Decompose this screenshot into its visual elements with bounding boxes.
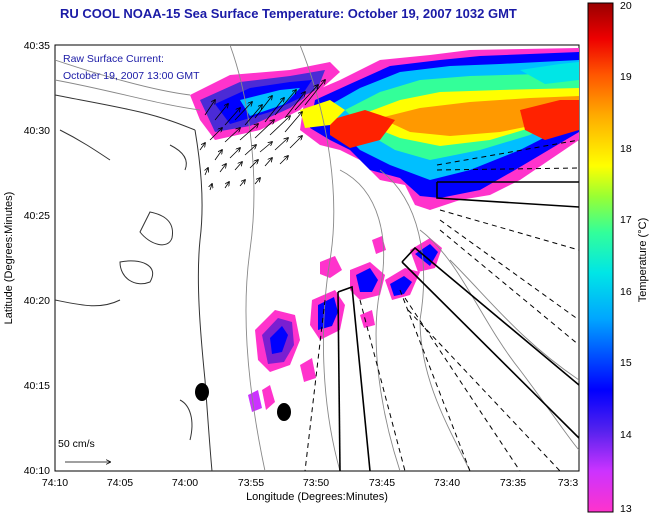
coastline <box>55 94 213 471</box>
y-ticks: 40:35 40:30 40:25 40:20 40:15 40:10 <box>24 40 50 477</box>
colorbar-tick-label: 17 <box>620 214 632 226</box>
map-title: RU COOL NOAA-15 Sea Surface Temperature:… <box>60 6 517 21</box>
colorbar-tick-label: 14 <box>620 429 632 441</box>
x-tick-label: 73:35 <box>500 477 526 489</box>
x-tick-label: 74:10 <box>42 477 68 489</box>
colorbar <box>587 2 614 513</box>
x-axis-label: Longitude (Degrees:Minutes) <box>246 491 388 503</box>
coverage-lines-dashed <box>304 139 579 471</box>
y-tick-label: 40:25 <box>24 210 50 222</box>
station-marker <box>277 403 291 421</box>
station-marker <box>195 383 209 401</box>
y-tick-label: 40:35 <box>24 40 50 52</box>
colorbar-tick-label: 13 <box>620 503 632 515</box>
colorbar-tick-label: 19 <box>620 71 632 83</box>
annotation-line1: Raw Surface Current: <box>63 53 164 65</box>
y-tick-label: 40:15 <box>24 380 50 392</box>
x-tick-label: 73:55 <box>238 477 264 489</box>
coverage-lines-solid <box>337 181 579 471</box>
colorbar-label: Temperature (°C) <box>637 218 649 302</box>
colorbar-ticks: 20 19 18 17 16 15 14 13 <box>620 0 632 515</box>
y-tick-label: 40:10 <box>24 465 50 477</box>
bathymetry-contours <box>55 45 579 471</box>
x-tick-label: 74:00 <box>172 477 198 489</box>
current-vectors <box>65 80 325 462</box>
x-tick-label: 73:40 <box>434 477 460 489</box>
x-tick-label: 73:45 <box>369 477 395 489</box>
annotation-line2: October 19, 2007 13:00 GMT <box>63 70 200 82</box>
y-tick-label: 40:30 <box>24 125 50 137</box>
sst-patch-south <box>248 236 442 412</box>
x-tick-label: 73:50 <box>303 477 329 489</box>
y-tick-label: 40:20 <box>24 295 50 307</box>
colorbar-tick-label: 20 <box>620 0 632 12</box>
colorbar-tick-label: 16 <box>620 286 632 298</box>
y-axis-label: Latitude (Degrees:Minutes) <box>3 192 15 325</box>
x-ticks: 74:10 74:05 74:00 73:55 73:50 73:45 73:4… <box>42 477 579 489</box>
x-tick-label: 73:3 <box>558 477 579 489</box>
colorbar-tick-label: 18 <box>620 143 632 155</box>
scale-label: 50 cm/s <box>58 438 95 450</box>
sst-patch-north <box>190 48 579 210</box>
x-tick-label: 74:05 <box>107 477 133 489</box>
colorbar-tick-label: 15 <box>620 357 632 369</box>
